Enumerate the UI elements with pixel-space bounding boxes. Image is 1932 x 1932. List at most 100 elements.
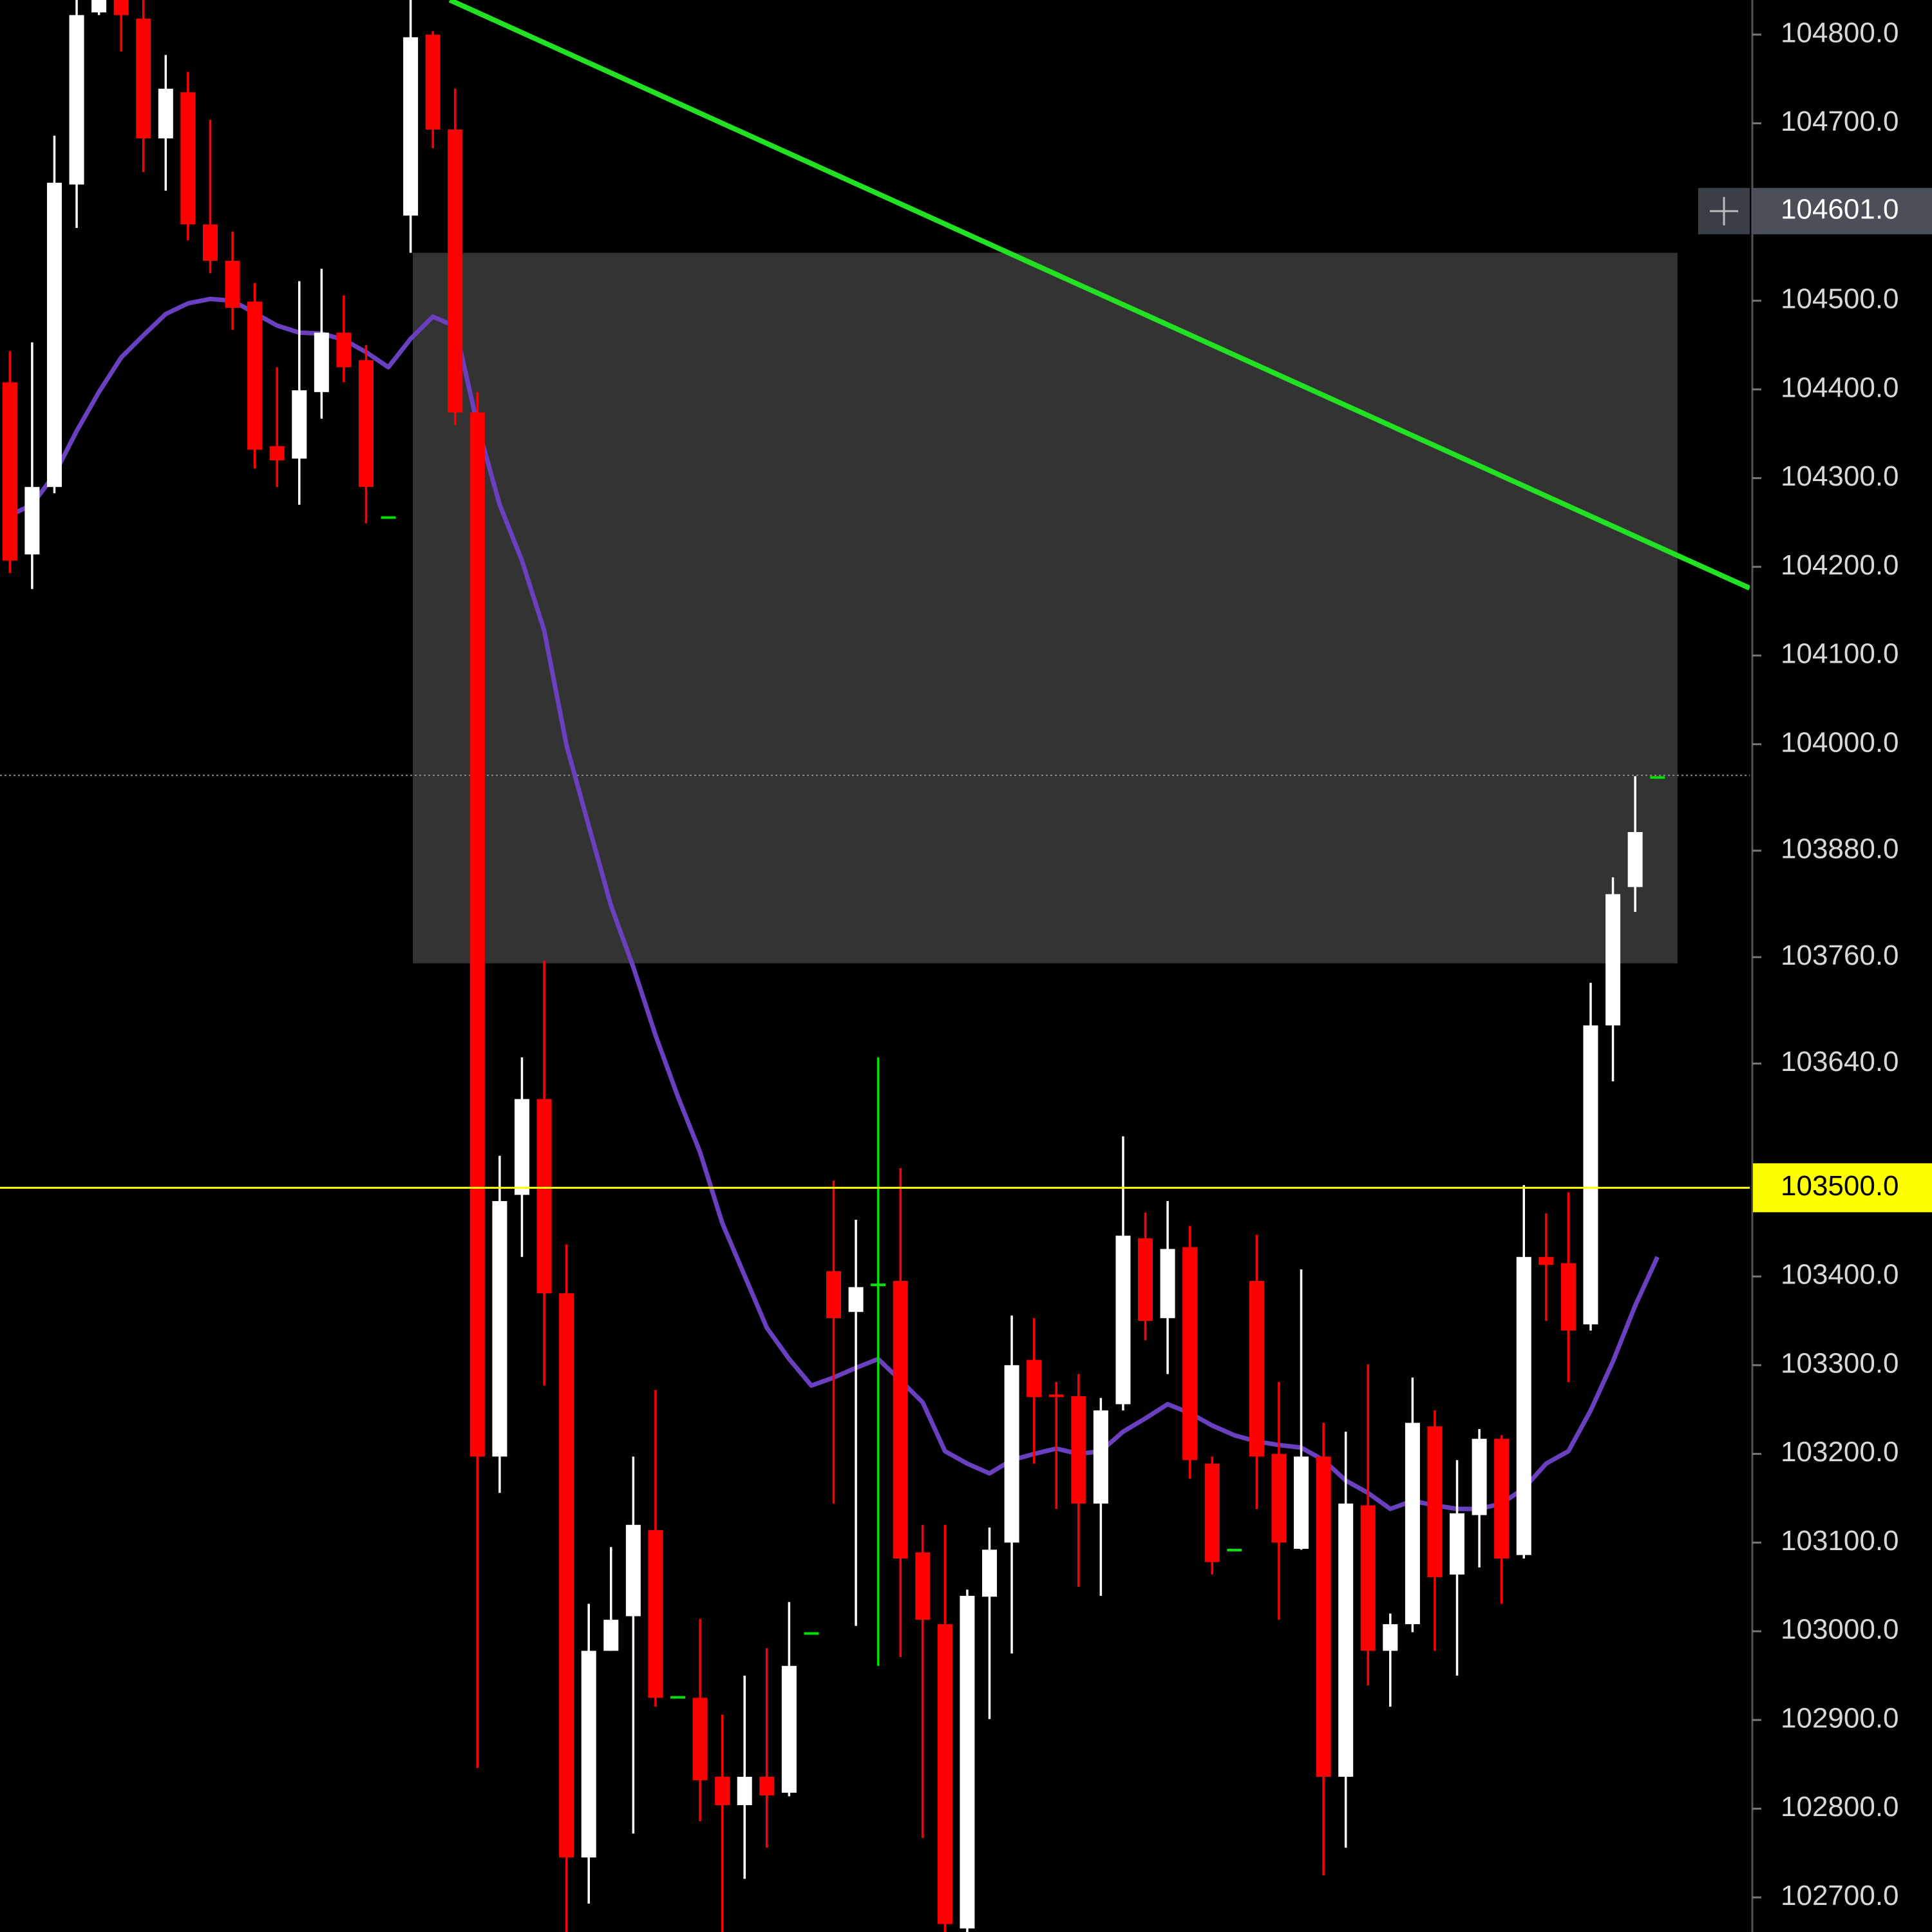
y-tick-label: 104800.0 xyxy=(1781,17,1899,48)
candle-body xyxy=(403,37,419,216)
candle-body xyxy=(2,382,17,561)
candle-body xyxy=(1204,1463,1220,1562)
y-tick-label: 104500.0 xyxy=(1781,283,1899,315)
candle-body xyxy=(91,0,107,13)
candle-body xyxy=(1004,1365,1019,1543)
candle-body xyxy=(269,446,285,460)
crosshair-label-bg xyxy=(1753,187,1932,234)
candle-body xyxy=(804,1632,819,1635)
candle-body xyxy=(737,1776,752,1806)
y-tick-label: 104700.0 xyxy=(1781,106,1899,137)
candle-body xyxy=(536,1099,552,1294)
candle-body xyxy=(1405,1423,1420,1625)
candle-body xyxy=(180,92,196,225)
y-tick-label: 102800.0 xyxy=(1781,1791,1899,1823)
y-tick-label: 104200.0 xyxy=(1781,549,1899,581)
y-tick-label: 103300.0 xyxy=(1781,1347,1899,1379)
candle-body xyxy=(1360,1505,1376,1651)
candle-body xyxy=(1560,1263,1576,1331)
price-label-bg xyxy=(1753,1163,1932,1213)
candle-body xyxy=(871,1283,886,1287)
candle-body xyxy=(915,1552,931,1620)
y-tick-label: 103760.0 xyxy=(1781,940,1899,971)
candle-body xyxy=(1182,1247,1198,1461)
candle-body xyxy=(1316,1456,1331,1777)
candle-body xyxy=(1093,1410,1108,1504)
y-tick-label: 102900.0 xyxy=(1781,1702,1899,1734)
candle-body xyxy=(1227,1548,1242,1551)
candle-body xyxy=(1516,1256,1531,1555)
candle-body xyxy=(113,0,129,15)
candle-body xyxy=(559,1293,574,1858)
y-tick-label: 104300.0 xyxy=(1781,460,1899,492)
candle-body xyxy=(202,224,218,261)
y-tick-label: 103880.0 xyxy=(1781,833,1899,865)
candle-body xyxy=(1383,1624,1398,1651)
candle-body xyxy=(469,412,485,1457)
candle-body xyxy=(1472,1439,1487,1515)
candle-body xyxy=(759,1776,775,1795)
y-tick-label: 104400.0 xyxy=(1781,372,1899,403)
candle-body xyxy=(314,332,329,392)
candle-body xyxy=(1583,1025,1598,1325)
candle-body xyxy=(492,1201,507,1457)
candle-body xyxy=(292,390,307,459)
candle-body xyxy=(1249,1280,1264,1457)
candle-body xyxy=(425,34,440,130)
candle-body xyxy=(670,1696,685,1699)
candle-body xyxy=(1605,894,1621,1026)
candle-body xyxy=(336,332,352,368)
candle-body xyxy=(1071,1396,1086,1504)
y-tick-label: 103200.0 xyxy=(1781,1436,1899,1468)
candle-body xyxy=(1427,1426,1443,1578)
candle-body xyxy=(514,1099,529,1195)
candle-body xyxy=(1160,1249,1175,1318)
candle-body xyxy=(136,18,151,138)
y-tick-label: 103640.0 xyxy=(1781,1046,1899,1077)
plot-area xyxy=(0,0,1750,1932)
candle-body xyxy=(1115,1235,1131,1405)
candle-body xyxy=(158,88,173,138)
candle-body xyxy=(1494,1439,1510,1559)
candle-body xyxy=(448,129,463,413)
price-axis: 104800.0 104700.0 104500.0 104400.0 104300.0… xyxy=(1698,17,1932,1911)
y-tick-label: 102700.0 xyxy=(1781,1880,1899,1911)
candle-body xyxy=(982,1549,998,1597)
y-tick-label: 104100.0 xyxy=(1781,638,1899,670)
candle-body xyxy=(247,301,263,450)
candle-body xyxy=(781,1665,797,1793)
candle-body xyxy=(1539,1256,1554,1265)
candle-body xyxy=(46,182,62,488)
candle-body xyxy=(603,1620,619,1651)
trendline xyxy=(448,0,1750,591)
y-tick-label: 103100.0 xyxy=(1781,1525,1899,1557)
candle-body xyxy=(1027,1359,1042,1397)
candle-body xyxy=(69,15,84,185)
candle-body xyxy=(381,516,396,519)
candle-body xyxy=(848,1287,864,1312)
candle-body xyxy=(358,360,374,488)
candle-body xyxy=(24,487,40,554)
crosshair-icon xyxy=(1710,196,1738,225)
candle-body xyxy=(692,1698,708,1781)
candle-body xyxy=(826,1271,841,1318)
candle-body xyxy=(1650,776,1665,779)
candle-body xyxy=(1271,1454,1287,1543)
candle-body xyxy=(1338,1503,1354,1777)
y-tick-label: 103400.0 xyxy=(1781,1259,1899,1291)
candle-body xyxy=(625,1524,641,1616)
candle-body xyxy=(715,1776,730,1806)
price-label: 103500.0 xyxy=(1781,1170,1899,1202)
candle-body xyxy=(1450,1513,1465,1575)
candle-body xyxy=(893,1280,908,1559)
candle-body xyxy=(1294,1456,1309,1549)
candle-body xyxy=(581,1651,596,1858)
candle-body xyxy=(1138,1238,1153,1321)
candle-body xyxy=(648,1530,663,1698)
y-tick-label: 103000.0 xyxy=(1781,1614,1899,1645)
candle-body xyxy=(1627,832,1643,887)
candle-body xyxy=(937,1624,952,1924)
candle-body xyxy=(225,260,240,308)
